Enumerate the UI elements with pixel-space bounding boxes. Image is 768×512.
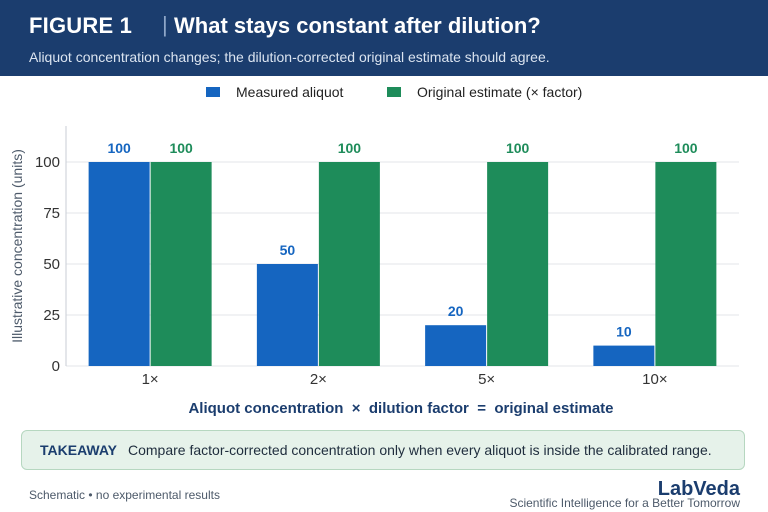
x-axis-label: Aliquot concentration × dilution factor … xyxy=(188,400,613,417)
y-tick-label: 75 xyxy=(43,205,60,222)
x-tick-label: 1× xyxy=(142,371,159,388)
bar-measured-aliquot xyxy=(256,264,318,366)
x-tick-label: 5× xyxy=(478,371,495,388)
figure-title: What stays constant after dilution? xyxy=(174,13,541,38)
bar-measured-aliquot xyxy=(593,345,655,366)
bar-measured-aliquot xyxy=(425,325,487,366)
legend-swatch-original xyxy=(387,87,401,97)
brand-logo-text: LabVeda xyxy=(657,478,740,500)
legend-swatch-measured xyxy=(206,87,220,97)
chart-axes: 0 25 50 75 100 1× 2× 5× 10× xyxy=(35,126,668,388)
bar-original-estimate xyxy=(318,162,380,366)
data-label-measured: 50 xyxy=(280,242,296,258)
data-label-measured: 100 xyxy=(107,140,131,156)
bar-original-estimate xyxy=(150,162,212,366)
y-tick-label: 25 xyxy=(43,307,60,324)
figure-header: FIGURE 1 | What stays constant after dil… xyxy=(0,0,768,76)
chart-bars xyxy=(88,162,717,366)
takeaway-label: TAKEAWAY xyxy=(40,442,118,458)
bar-measured-aliquot xyxy=(88,162,150,366)
data-label-measured: 20 xyxy=(448,303,464,319)
bar-chart: 100 100 50 100 20 100 10 100 0 25 50 75 100 1× 2× 5× 10… xyxy=(9,126,739,417)
figure-subtitle: Aliquot concentration changes; the dilut… xyxy=(29,49,550,65)
chart-data-labels: 100 100 50 100 20 100 10 100 xyxy=(107,140,697,340)
y-tick-label: 100 xyxy=(35,154,60,171)
data-label-original: 100 xyxy=(338,140,362,156)
chart-legend: Measured aliquot Original estimate (× fa… xyxy=(0,83,768,101)
data-label-original: 100 xyxy=(169,140,193,156)
figure-label: FIGURE 1 xyxy=(29,13,133,38)
legend-label-original: Original estimate (× factor) xyxy=(417,84,583,100)
footnote: Schematic • no experimental results xyxy=(29,488,220,502)
x-tick-label: 2× xyxy=(310,371,327,388)
y-axis-label: Illustrative concentration (units) xyxy=(9,149,25,343)
data-label-original: 100 xyxy=(674,140,698,156)
data-label-measured: 10 xyxy=(616,324,632,340)
title-separator: | xyxy=(162,12,168,37)
brand-tagline: Scientific Intelligence for a Better Tom… xyxy=(509,496,740,510)
bar-original-estimate xyxy=(487,162,549,366)
data-label-original: 100 xyxy=(506,140,530,156)
bar-original-estimate xyxy=(655,162,717,366)
legend-label-measured: Measured aliquot xyxy=(236,84,344,100)
y-tick-label: 0 xyxy=(52,358,60,375)
x-tick-label: 10× xyxy=(642,371,667,388)
takeaway-text: Compare factor-corrected concentration o… xyxy=(128,442,712,458)
takeaway-box: TAKEAWAY Compare factor-corrected concen… xyxy=(21,430,745,470)
y-tick-label: 50 xyxy=(43,256,60,273)
